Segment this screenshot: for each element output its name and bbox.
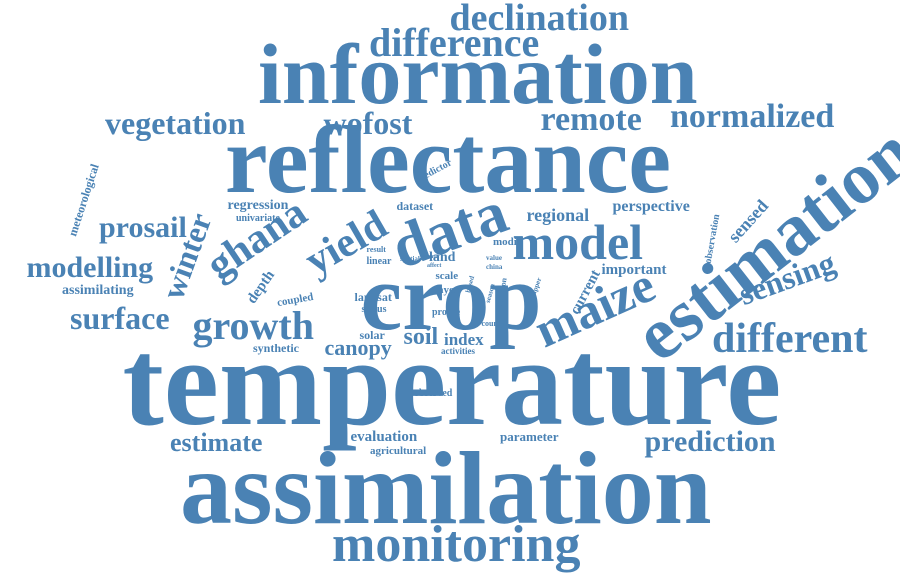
word-prediction: prediction bbox=[644, 425, 776, 458]
word-difference: difference bbox=[369, 20, 540, 65]
word-spatial: spatial bbox=[400, 254, 420, 263]
word-perspective: perspective bbox=[612, 198, 690, 215]
word-information: information bbox=[258, 26, 698, 122]
word-solar: solar bbox=[359, 328, 385, 342]
word-observed: observed bbox=[414, 388, 453, 399]
word-agricultural: agricultural bbox=[370, 444, 427, 457]
word-modelling: modelling bbox=[26, 251, 154, 284]
word-monitoring: monitoring bbox=[332, 516, 581, 573]
word-model: model bbox=[512, 214, 644, 270]
word-affect: affect bbox=[427, 263, 442, 269]
word-layer: layer bbox=[435, 283, 459, 296]
word-regression: regression bbox=[227, 198, 289, 213]
word-parameter: parameter bbox=[500, 428, 559, 444]
word-temperature: temperature bbox=[122, 314, 782, 451]
word-estimate: estimate bbox=[170, 428, 263, 457]
word-depth: depth bbox=[243, 267, 278, 307]
word-important: important bbox=[601, 261, 667, 278]
word-wofost: wofost bbox=[323, 105, 413, 141]
word-result: result bbox=[366, 245, 386, 254]
word-assimilating: assimilating bbox=[62, 283, 134, 298]
word-assimilation: assimilation bbox=[180, 431, 712, 546]
word-growth: growth bbox=[192, 303, 314, 348]
word-index: index bbox=[444, 329, 484, 349]
word-regional: regional bbox=[526, 205, 590, 225]
word-scale: scale bbox=[435, 269, 459, 282]
word-canopy: canopy bbox=[324, 335, 392, 360]
word-profile: profile bbox=[432, 307, 461, 318]
word-vegetation: vegetation bbox=[105, 105, 246, 141]
word-meteorological: meteorological bbox=[64, 162, 102, 238]
word-landsat: landsat bbox=[354, 290, 392, 304]
word-prosail: prosail bbox=[99, 211, 187, 244]
word-reflectance: reflectance bbox=[225, 106, 671, 213]
word-linear: linear bbox=[366, 256, 392, 267]
word-value: value bbox=[486, 253, 502, 262]
word-dataset: dataset bbox=[396, 199, 434, 213]
word-modi: modi bbox=[493, 235, 517, 248]
word-univariate: univariate bbox=[236, 213, 280, 224]
word-dear: dear bbox=[428, 254, 440, 260]
word-declination: declination bbox=[449, 0, 629, 39]
word-soil: soil bbox=[403, 324, 439, 350]
word-crop: crop bbox=[360, 246, 542, 350]
word-synthetic: synthetic bbox=[253, 341, 299, 355]
word-county: county bbox=[481, 319, 505, 328]
word-activities: activities bbox=[441, 345, 475, 356]
word-land: land bbox=[429, 250, 456, 265]
word-status: status bbox=[361, 304, 387, 315]
word-different: different bbox=[712, 316, 868, 362]
word-evaluation: evaluation bbox=[350, 428, 418, 445]
word-normalized: normalized bbox=[670, 98, 835, 135]
word-remote: remote bbox=[540, 101, 642, 138]
word-china: china bbox=[486, 262, 503, 271]
word-surface: surface bbox=[70, 300, 170, 336]
